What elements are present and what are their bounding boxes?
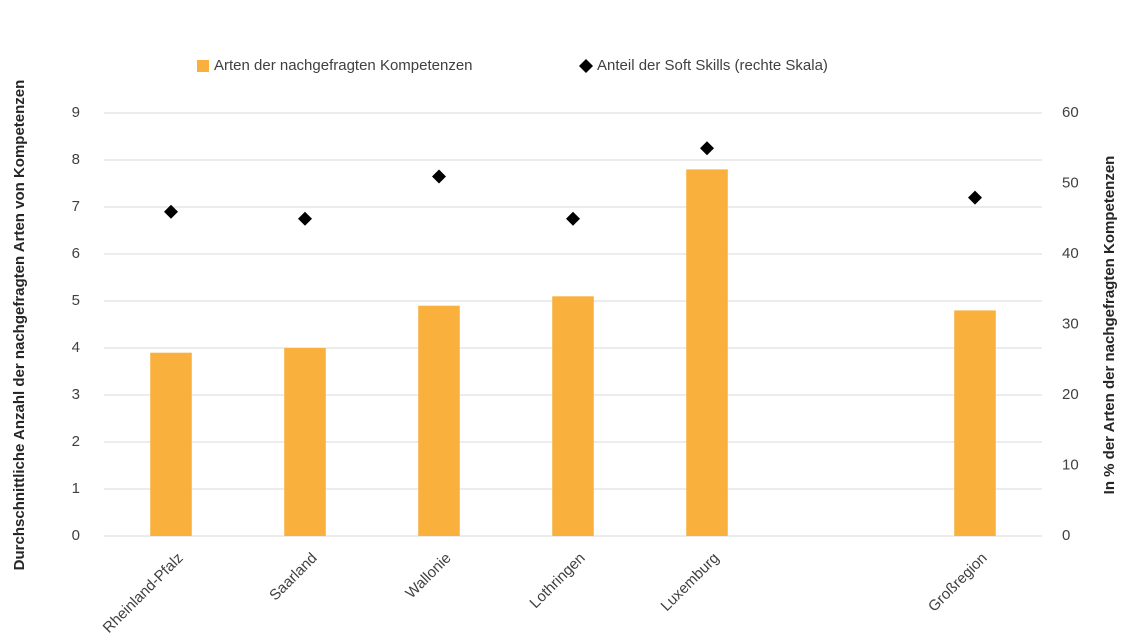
y-tick-label: 5	[72, 292, 80, 309]
y-tick-label: 9	[72, 104, 80, 121]
y2-tick-label: 60	[1062, 104, 1079, 121]
y2-tick-label: 10	[1062, 456, 1079, 473]
x-tick-label: Großregion	[925, 550, 991, 616]
y2-tick-label: 30	[1062, 315, 1079, 332]
y-tick-label: 6	[72, 245, 80, 262]
legend-swatch	[197, 60, 209, 72]
marker	[700, 141, 714, 156]
bar	[552, 296, 594, 536]
y2-tick-label: 20	[1062, 386, 1079, 403]
legend-swatch	[579, 59, 593, 73]
marker	[968, 190, 982, 205]
bar	[418, 305, 460, 536]
x-tick-label: Rheinland-Pfalz	[100, 550, 187, 634]
y-tick-label: 1	[72, 480, 80, 497]
y2-tick-label: 50	[1062, 174, 1079, 191]
y-tick-label: 3	[72, 386, 80, 403]
y-tick-label: 4	[72, 339, 80, 356]
x-tick-label: Lothringen	[526, 550, 588, 612]
marker	[432, 169, 446, 184]
bar	[150, 352, 192, 536]
marker	[164, 204, 178, 219]
y-tick-label: 7	[72, 198, 80, 215]
y2-tick-label: 40	[1062, 245, 1079, 262]
bar	[954, 310, 996, 536]
x-tick-label: Wallonie	[402, 550, 454, 602]
y2-tick-label: 0	[1062, 527, 1070, 544]
legend-label: Arten der nachgefragten Kompetenzen	[214, 57, 473, 74]
marker	[298, 211, 312, 226]
y-tick-label: 2	[72, 433, 80, 450]
y-axis-title: Durchschnittliche Anzahl der nachgefragt…	[11, 80, 28, 571]
marker	[566, 211, 580, 226]
legend-label: Anteil der Soft Skills (rechte Skala)	[597, 57, 828, 74]
y2-axis-title: In % der Arten der nachgefragten Kompete…	[1101, 156, 1118, 495]
x-tick-label: Saarland	[266, 550, 320, 604]
x-tick-label: Luxemburg	[658, 550, 723, 615]
bar	[284, 348, 326, 536]
bar	[686, 169, 728, 536]
y-tick-label: 0	[72, 527, 80, 544]
y-tick-label: 8	[72, 151, 80, 168]
